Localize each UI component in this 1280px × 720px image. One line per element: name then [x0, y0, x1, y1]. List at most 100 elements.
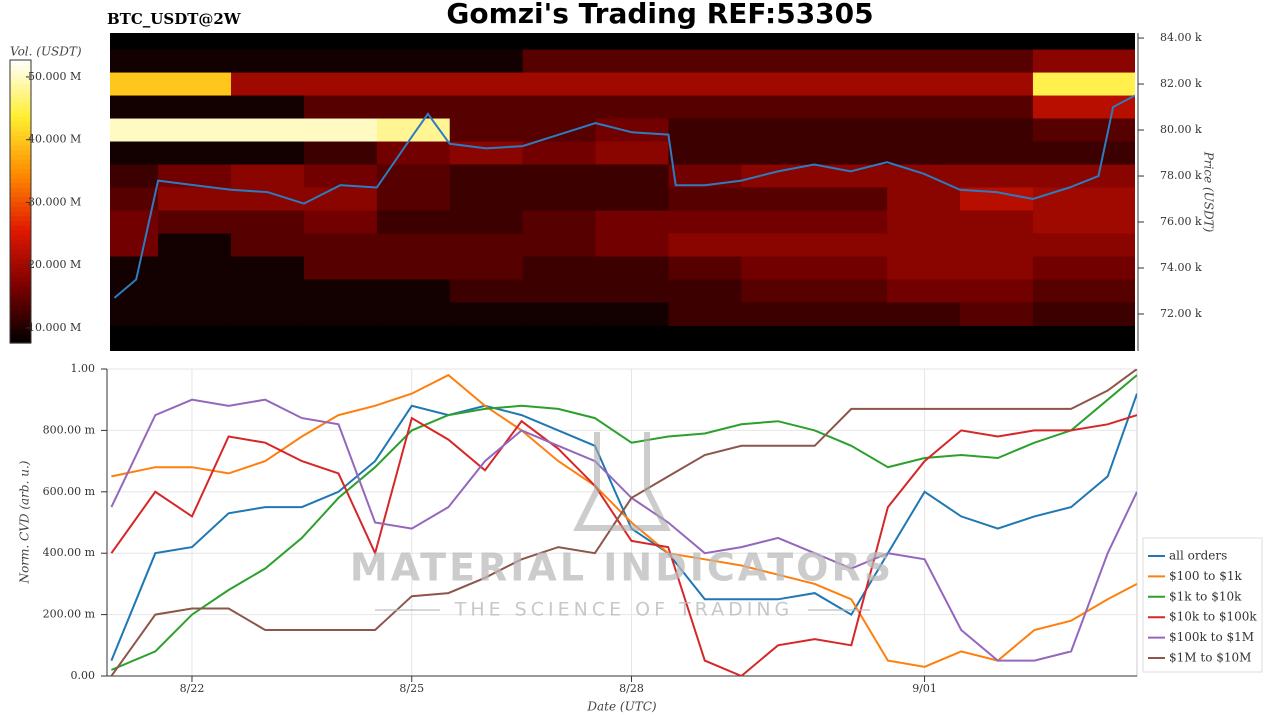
legend-label: $100k to $1M [1169, 630, 1254, 644]
flask-icon [573, 432, 671, 531]
colorbar-step [10, 225, 31, 231]
colorbar-step [10, 182, 31, 188]
heat-cell [814, 279, 888, 303]
heat-cell [595, 118, 669, 143]
heat-cell [960, 187, 1034, 212]
colorbar-step [10, 258, 31, 264]
heat-cell [522, 118, 597, 143]
heat-cell [376, 233, 451, 257]
heat-cell [1032, 210, 1135, 235]
heat-cell [595, 49, 669, 74]
heat-cell [303, 256, 378, 280]
colorbar-frame [9, 59, 32, 344]
heat-cell [1032, 95, 1135, 120]
colorbar-step [10, 286, 31, 292]
heat-cell [960, 256, 1034, 280]
heat-cell [741, 210, 815, 235]
heat-cell [158, 256, 232, 280]
colorbar-step [10, 97, 31, 104]
heat-cell [376, 72, 451, 97]
colorbar-tick-label: 30.000 M [28, 195, 81, 208]
heat-cell [595, 256, 669, 280]
heat-cell [522, 256, 597, 280]
y-tick-label: 80.00 k [1160, 123, 1202, 136]
watermark [375, 432, 870, 611]
heat-cell [303, 302, 378, 326]
heat-cell [1032, 118, 1135, 143]
colorbar-step [10, 93, 31, 99]
colorbar-step [10, 309, 31, 316]
heat-cell [1032, 256, 1135, 280]
heat-cell [303, 141, 378, 166]
heat-cell [522, 187, 597, 212]
heat-cell [522, 302, 597, 326]
heat-cell [376, 141, 451, 166]
cvd-line [110, 369, 1137, 676]
heat-cell [231, 141, 305, 166]
colorbar-step [10, 192, 31, 198]
heat-cell [231, 118, 305, 143]
heat-cell [887, 256, 961, 280]
heat-cell [960, 118, 1034, 143]
heat-cell [1032, 72, 1135, 97]
legend-label: $1k to $10k [1169, 589, 1242, 603]
heat-cell [595, 279, 669, 303]
colorbar-step [10, 88, 31, 94]
heat-cell [668, 256, 742, 280]
heat-cell [741, 95, 815, 120]
y-tick-label: 800.00 m [43, 423, 96, 436]
colorbar-step [10, 215, 31, 221]
y-axis-label: Price (USDT) [1202, 151, 1216, 233]
heat-cell [960, 72, 1034, 97]
colorbar-tick-label: 10.000 M [28, 321, 81, 334]
heat-cell [449, 187, 524, 212]
heat-cell [522, 279, 597, 303]
heat-cell [449, 95, 524, 120]
heat-cell [449, 279, 524, 303]
x-tick-label: 8/22 [180, 682, 205, 695]
heat-cell [814, 233, 888, 257]
colorbar-step [10, 333, 31, 339]
plot-bg [106, 368, 1138, 677]
heat-cell [110, 95, 159, 120]
colorbar-step [10, 107, 31, 113]
heat-cell [887, 302, 961, 326]
heat-cell [376, 118, 451, 143]
heat-cell [449, 233, 524, 257]
heat-cell [960, 210, 1034, 235]
heat-cell [814, 49, 888, 74]
heat-cell [595, 233, 669, 257]
heat-cell [522, 141, 597, 166]
heat-cell [110, 141, 159, 166]
heat-cell [449, 72, 524, 97]
heat-cell [231, 302, 305, 326]
colorbar-step [10, 239, 31, 245]
heat-cell [1032, 187, 1135, 212]
heat-cell [741, 187, 815, 212]
y-tick-label: 84.00 k [1160, 31, 1202, 44]
colorbar-step [10, 144, 31, 151]
heat-cell [522, 210, 597, 235]
x-tick-label: 8/28 [619, 682, 644, 695]
heat-cell [303, 164, 378, 189]
heat-cell [741, 164, 815, 189]
heat-cell [449, 118, 524, 143]
x-tick-label: 8/25 [399, 682, 424, 695]
colorbar-step [10, 159, 31, 165]
heat-cell [158, 233, 232, 257]
colorbar-step [10, 229, 31, 236]
y-tick-label: 600.00 m [43, 485, 96, 498]
heat-cell [376, 256, 451, 280]
heat-cell [158, 118, 232, 143]
colorbar-step [10, 74, 31, 80]
heat-cell [595, 95, 669, 120]
heat-cell [741, 118, 815, 143]
colorbar-step [10, 102, 31, 108]
colorbar-step [10, 272, 31, 278]
heat-cell [110, 187, 159, 212]
heat-cell [1032, 164, 1135, 189]
heat-cell [110, 164, 159, 189]
heat-cell [1032, 279, 1135, 303]
heat-cell [741, 279, 815, 303]
heat-cell [522, 233, 597, 257]
